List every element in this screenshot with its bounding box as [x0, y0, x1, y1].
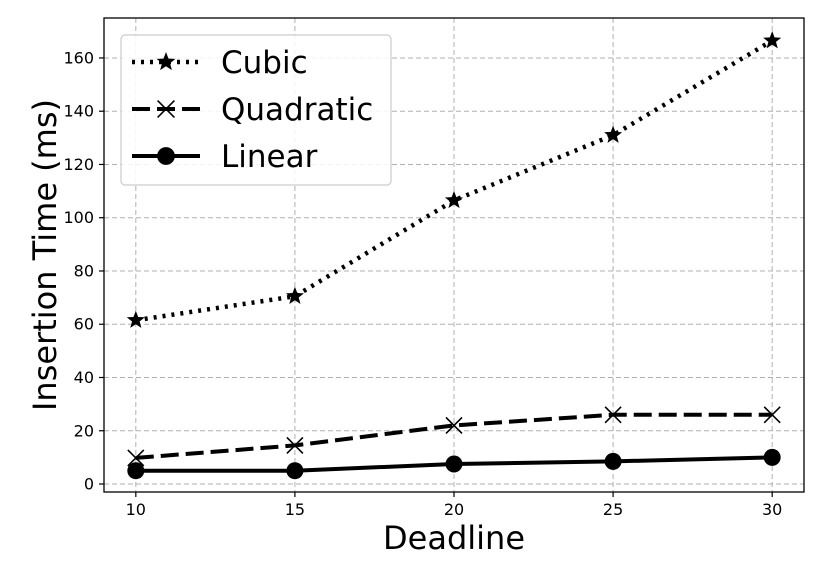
data-point-quadratic — [445, 416, 463, 434]
data-point-quadratic-stroke — [604, 406, 622, 424]
data-point-linear — [127, 462, 145, 480]
legend-item-linear: Linear — [132, 139, 318, 175]
legend-label-quadratic: Quadratic — [221, 92, 373, 128]
x-tick-label: 30 — [762, 500, 782, 519]
legend-label-cubic: Cubic — [221, 45, 308, 81]
y-tick-label: 100 — [63, 208, 94, 227]
data-point-quadratic — [286, 436, 304, 454]
data-point-quadratic-stroke — [286, 436, 304, 454]
y-tick-label: 160 — [63, 48, 94, 67]
legend-item-quadratic: Quadratic — [132, 92, 373, 128]
series-cubic — [126, 31, 782, 328]
legend-marker-quadratic — [157, 100, 175, 118]
data-point-cubic — [285, 286, 304, 304]
y-tick-label: 60 — [74, 315, 94, 334]
y-tick-label: 80 — [74, 261, 94, 280]
x-axis-ticks: 10 15 20 25 30 — [126, 492, 782, 519]
y-tick-label: 0 — [84, 475, 94, 494]
data-point-cubic — [763, 31, 782, 49]
series-linear — [127, 448, 781, 480]
legend-label-linear: Linear — [221, 139, 318, 175]
data-point-quadratic-stroke — [127, 449, 145, 467]
legend-box — [120, 34, 392, 186]
y-axis-title: Insertion Time (ms) — [26, 99, 64, 411]
data-point-quadratic — [127, 449, 145, 467]
legend-marker-linear — [157, 147, 175, 165]
series-line-quadratic — [135, 412, 773, 460]
y-tick-label: 20 — [74, 421, 94, 440]
y-tick-label: 40 — [74, 368, 94, 387]
series-layer — [126, 31, 782, 480]
data-point-cubic — [604, 125, 623, 143]
data-point-quadratic-stroke — [763, 406, 781, 424]
y-tick-label: 120 — [63, 155, 94, 174]
legend-marker-cubic — [156, 52, 176, 71]
data-point-linear — [763, 448, 781, 466]
data-point-quadratic — [763, 406, 781, 424]
legend-item-cubic: Cubic — [132, 45, 308, 81]
x-tick-label: 20 — [444, 500, 464, 519]
data-point-quadratic — [604, 406, 622, 424]
y-tick-label: 140 — [63, 102, 94, 121]
x-tick-label: 10 — [126, 500, 146, 519]
data-point-cubic — [126, 310, 145, 328]
data-point-quadratic-stroke — [445, 416, 463, 434]
data-point-linear — [286, 462, 304, 480]
x-tick-label: 25 — [603, 500, 623, 519]
data-point-cubic — [444, 190, 464, 209]
x-tick-label: 15 — [285, 500, 305, 519]
legend: Cubic Quadratic Linear — [120, 34, 392, 186]
x-axis-title: Deadline — [383, 519, 525, 557]
series-quadratic — [127, 406, 781, 467]
y-axis-ticks: 0 20 40 60 80 100 120 140 160 — [63, 48, 104, 494]
legend-marker-quadratic-stroke — [157, 100, 175, 118]
data-point-linear — [445, 455, 463, 473]
data-point-linear — [604, 452, 622, 470]
